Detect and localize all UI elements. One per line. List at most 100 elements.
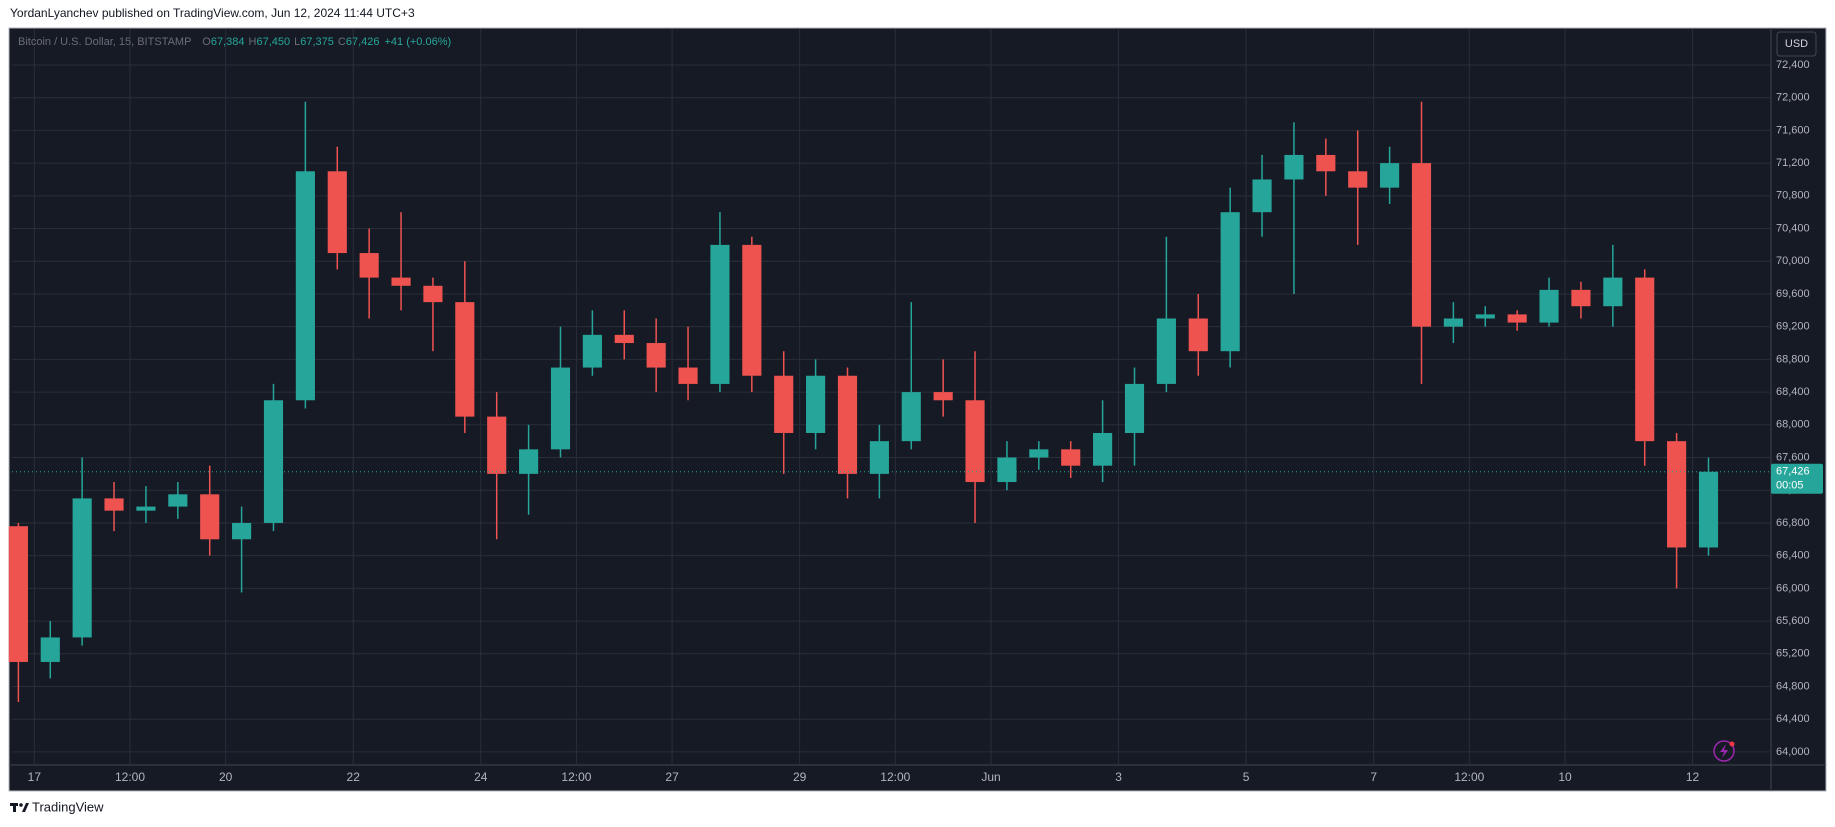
x-tick-label: 12:00 <box>115 770 145 784</box>
candle-body <box>1061 449 1081 466</box>
candle-body <box>1475 314 1495 319</box>
candle-body <box>1380 163 1400 188</box>
candle-body <box>997 457 1017 483</box>
ohlc-value: 67,384 <box>211 36 245 48</box>
candle-body <box>933 392 953 401</box>
ohlc-key: H <box>249 36 257 48</box>
y-tick-label: 70,000 <box>1776 255 1810 267</box>
candle-body <box>359 253 379 278</box>
alert-dot <box>1729 741 1735 747</box>
candle-body <box>1284 154 1304 180</box>
y-tick-label: 71,600 <box>1776 124 1810 136</box>
ohlc-value: 67,375 <box>300 36 334 48</box>
candle-body <box>1316 154 1336 172</box>
candle-body <box>1252 179 1272 213</box>
ohlc-key: L <box>294 36 300 48</box>
currency-button[interactable] <box>1776 31 1817 57</box>
y-tick-label: 64,000 <box>1776 746 1810 758</box>
candle-body <box>232 522 252 540</box>
x-tick-label: 24 <box>474 770 488 784</box>
candle-body <box>1507 314 1527 323</box>
y-tick-label: 66,800 <box>1776 517 1810 529</box>
candle-body <box>774 375 794 433</box>
candle-body <box>646 343 666 368</box>
symbol: Bitcoin / U.S. Dollar, 15, BITSTAMP <box>18 36 191 48</box>
ohlc-key: O <box>202 36 211 48</box>
candle-body <box>901 392 921 442</box>
candle-body <box>1571 289 1591 307</box>
brand-logo <box>10 803 29 812</box>
y-tick-label: 65,600 <box>1776 615 1810 627</box>
candle-body <box>869 441 889 474</box>
candle-body <box>423 285 443 303</box>
y-tick-label: 67,600 <box>1776 451 1810 463</box>
candle-body <box>263 400 284 523</box>
candle-body <box>487 416 507 474</box>
x-tick-label: 12:00 <box>1454 770 1484 784</box>
candle-body <box>1220 212 1240 352</box>
y-tick-label: 69,600 <box>1776 288 1810 300</box>
publish-note: YordanLyanchev published on TradingView.… <box>10 6 415 20</box>
candle-body <box>168 494 188 507</box>
countdown: 00:05 <box>1776 480 1804 492</box>
candle-body <box>295 171 315 401</box>
candle-body <box>519 449 539 474</box>
candle-body <box>327 171 347 254</box>
x-tick-label: 12:00 <box>880 770 910 784</box>
x-tick-label: 27 <box>665 770 679 784</box>
x-tick-label: 29 <box>793 770 807 784</box>
candle-body <box>1348 171 1368 188</box>
y-tick-label: 68,000 <box>1776 419 1810 431</box>
candle-body <box>1029 449 1049 458</box>
y-tick-label: 64,800 <box>1776 680 1810 692</box>
candle-body <box>1093 432 1113 466</box>
candle-body <box>455 302 475 417</box>
currency[interactable]: USD <box>1785 38 1808 50</box>
candle-body <box>391 277 411 286</box>
x-tick-label: 7 <box>1370 770 1377 784</box>
candle-body <box>200 494 220 540</box>
candle-body <box>8 526 28 662</box>
candle-body <box>1603 277 1623 307</box>
candle-body <box>1188 318 1208 352</box>
candle-body <box>742 244 762 376</box>
y-tick-label: 66,400 <box>1776 550 1810 562</box>
candle-body <box>1698 471 1719 548</box>
x-tick-label: 17 <box>28 770 42 784</box>
y-tick-label: 71,200 <box>1776 157 1810 169</box>
ohlc-value: 67,426 <box>346 36 380 48</box>
x-tick-label: 20 <box>219 770 233 784</box>
x-tick-label: 12:00 <box>561 770 591 784</box>
candle-body <box>1156 318 1176 384</box>
alert-bolt <box>1720 744 1728 758</box>
x-tick-label: 10 <box>1558 770 1572 784</box>
candle-body <box>72 498 92 638</box>
candle-body <box>678 367 698 384</box>
candle-body <box>104 498 124 511</box>
candle-body <box>550 367 571 450</box>
ohlc-value: 67,450 <box>256 36 290 48</box>
last-price-box <box>1771 463 1823 494</box>
candle-body <box>40 637 60 662</box>
y-tick-label: 69,200 <box>1776 321 1810 333</box>
candle-body <box>1124 383 1145 433</box>
ohlc-key: C <box>338 36 346 48</box>
y-tick-label: 65,200 <box>1776 648 1810 660</box>
y-tick-label: 68,800 <box>1776 353 1810 365</box>
x-tick-label: 22 <box>347 770 361 784</box>
x-tick-label: Jun <box>981 770 1000 784</box>
alert-icon[interactable] <box>1713 740 1735 762</box>
y-tick-label: 66,000 <box>1776 582 1810 594</box>
ohlc-change: +41 (+0.06%) <box>385 36 452 48</box>
candle-body <box>965 400 985 483</box>
y-tick-label: 70,800 <box>1776 190 1810 202</box>
candle-body <box>1667 441 1687 548</box>
ohlc-legend: Bitcoin / U.S. Dollar, 15, BITSTAMP O67,… <box>18 36 451 48</box>
x-tick-label: 3 <box>1115 770 1122 784</box>
y-tick-label: 68,400 <box>1776 386 1810 398</box>
x-tick-label: 5 <box>1243 770 1250 784</box>
last-price-label: 67,426 <box>1776 466 1810 478</box>
candle-body <box>582 334 602 368</box>
candle-body <box>710 244 730 384</box>
candle-body <box>1539 289 1559 323</box>
